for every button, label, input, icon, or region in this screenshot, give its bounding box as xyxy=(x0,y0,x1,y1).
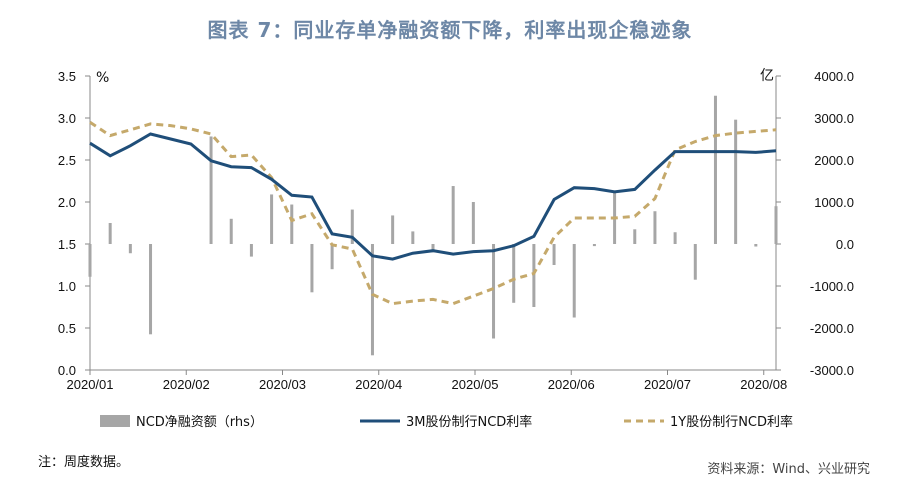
net-financing-bar xyxy=(754,244,758,247)
x-tick-label: 2020/02 xyxy=(163,377,210,392)
right-tick-label: 3000.0 xyxy=(814,111,854,126)
x-tick-label: 2020/07 xyxy=(644,377,691,392)
net-financing-bar xyxy=(572,244,576,318)
left-unit-label: % xyxy=(96,70,109,86)
right-tick-label: -2000.0 xyxy=(810,321,854,336)
x-tick-label: 2020/05 xyxy=(452,377,499,392)
right-tick-label: 2000.0 xyxy=(814,153,854,168)
net-financing-bar xyxy=(330,244,334,270)
net-financing-bar xyxy=(209,136,213,244)
left-tick-label: 2.5 xyxy=(58,153,76,168)
net-financing-bar xyxy=(693,244,697,280)
net-financing-bar xyxy=(673,232,677,244)
x-tick-label: 2020/01 xyxy=(67,377,114,392)
axes: 0.0 0.5 1.0 1.5 2.0 2.5 3.0 3.5 -3000.0 -2000.0 -1… xyxy=(58,68,854,392)
net-financing-bar xyxy=(512,244,516,303)
right-unit-label: 亿 xyxy=(760,68,774,84)
left-tick-label: 1.5 xyxy=(58,237,76,252)
net-financing-bar xyxy=(552,244,556,265)
net-financing-bar xyxy=(451,186,455,244)
line-3m-ncd-rate xyxy=(89,132,777,261)
legend-label-3m: 3M股份制行NCD利率 xyxy=(406,414,532,430)
left-tick-label: 1.0 xyxy=(58,279,76,294)
net-financing-bar xyxy=(471,202,475,244)
right-tick-label: -3000.0 xyxy=(810,363,854,378)
net-financing-bar xyxy=(431,244,435,253)
line-1y-ncd-rate xyxy=(89,120,777,306)
net-financing-bar xyxy=(633,229,637,244)
net-financing-bar xyxy=(774,206,778,244)
net-financing-bar xyxy=(249,244,253,257)
right-tick-label: 4000.0 xyxy=(814,69,854,84)
legend-label-bar: NCD净融资额（rhs） xyxy=(136,415,263,430)
legend: NCD净融资额（rhs） 3M股份制行NCD利率 1Y股份制行NCD利率 xyxy=(100,414,793,430)
net-financing-bar xyxy=(128,244,132,254)
net-financing-bar xyxy=(88,244,92,277)
x-tick-label: 2020/06 xyxy=(548,377,595,392)
right-tick-label: 1000.0 xyxy=(814,195,854,210)
left-tick-label: 0.5 xyxy=(58,321,76,336)
bars-net-financing xyxy=(88,95,778,356)
net-financing-bar xyxy=(270,194,274,244)
left-tick-label: 2.0 xyxy=(58,195,76,210)
net-financing-bar xyxy=(653,211,657,244)
net-financing-bar xyxy=(370,244,374,356)
net-financing-bar xyxy=(532,244,536,307)
x-tick-label: 2020/04 xyxy=(355,377,402,392)
net-financing-bar xyxy=(350,209,354,244)
net-financing-bar xyxy=(492,244,496,339)
net-financing-bar xyxy=(592,244,596,247)
net-financing-bar xyxy=(411,231,415,244)
net-financing-bar xyxy=(734,119,738,244)
x-tick-label: 2020/08 xyxy=(740,377,787,392)
x-tick-label: 2020/03 xyxy=(259,377,306,392)
chart-title: 图表 7：同业存单净融资额下降，利率出现企稳迹象 xyxy=(207,18,693,42)
legend-label-1y: 1Y股份制行NCD利率 xyxy=(670,414,793,430)
net-financing-bar xyxy=(108,223,112,244)
net-financing-bar xyxy=(713,95,717,245)
net-financing-bar xyxy=(149,244,153,335)
rate-lines xyxy=(89,120,777,306)
left-tick-label: 3.5 xyxy=(58,69,76,84)
net-financing-bar xyxy=(310,244,314,293)
right-tick-label: 0.0 xyxy=(836,237,854,252)
left-tick-label: 0.0 xyxy=(58,363,76,378)
right-tick-label: -1000.0 xyxy=(810,279,854,294)
legend-swatch-bar xyxy=(100,415,130,427)
net-financing-bar xyxy=(391,215,395,244)
chart-note: 注：周度数据。 xyxy=(38,455,130,470)
net-financing-bar xyxy=(290,204,294,244)
net-financing-bar xyxy=(229,218,233,244)
chart-source: 资料来源：Wind、兴业研究 xyxy=(707,462,870,477)
left-tick-label: 3.0 xyxy=(58,111,76,126)
